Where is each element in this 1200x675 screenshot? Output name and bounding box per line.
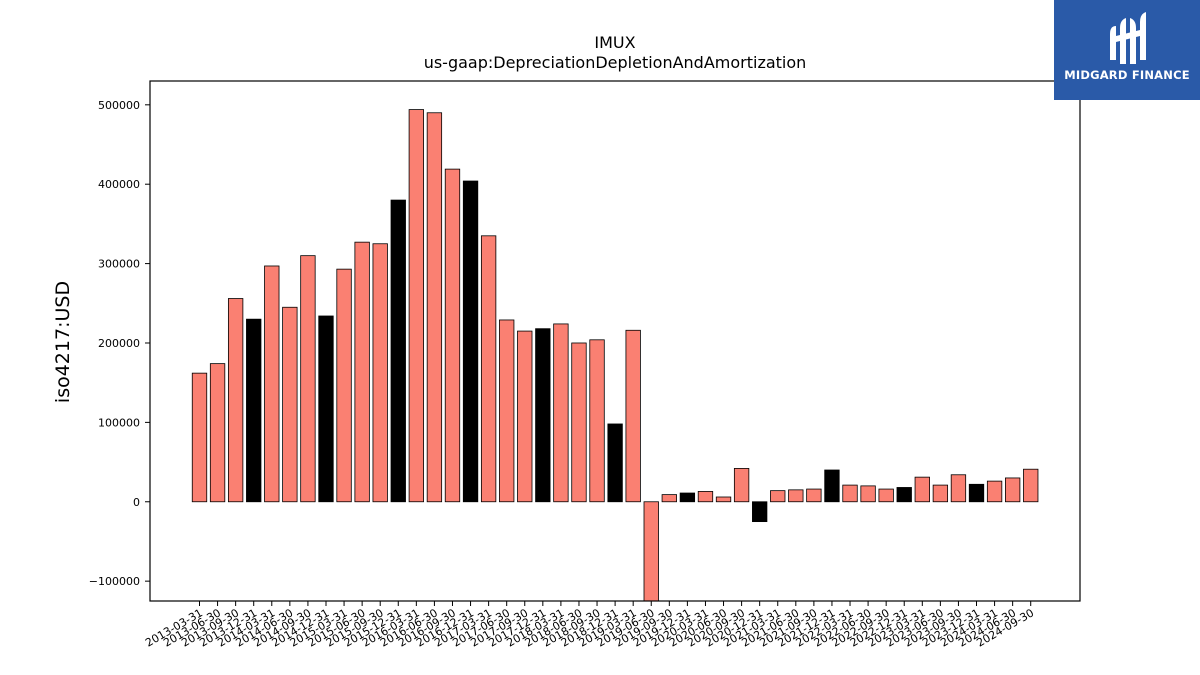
bar-2016-09-30 [444,168,461,503]
y-tick-label: 400000 [98,178,140,191]
brand-name: MIDGARD FINANCE [1064,68,1190,82]
bar-2014-09-30 [300,255,316,503]
bar-2023-06-30 [932,484,949,503]
y-axis-label: iso4217:USD [52,281,74,403]
bar-2021-12-31 [824,469,840,503]
bar-2016-03-31 [408,109,424,503]
bar-2018-12-31 [607,423,623,503]
bar-2022-12-31 [896,487,912,503]
bars-group [191,109,1039,601]
bar-2014-12-31 [318,315,334,503]
bar-2022-03-31 [842,484,858,503]
chart-title: IMUX [594,33,635,52]
bar-2017-09-30 [517,330,533,503]
midgard-logo-icon [1110,12,1146,64]
bar-2016-12-31 [462,180,479,503]
bar-2018-06-30 [571,342,587,503]
chart-subtitle: us-gaap:DepreciationDepletionAndAmortiza… [424,53,807,72]
y-tick-label: 500000 [98,99,140,112]
bar-2016-06-30 [426,112,443,503]
x-axis: 2013-03-312013-06-302013-09-302013-12-31… [143,601,1036,650]
bar-2020-06-30 [715,496,732,503]
bar-2021-03-31 [770,490,786,503]
bar-2023-12-31 [968,483,985,503]
bar-2024-09-30 [1023,468,1039,503]
bar-2013-12-31 [246,318,262,503]
bar-2020-03-31 [697,491,714,503]
bar-2021-06-30 [788,489,804,503]
bar-2018-09-30 [589,339,605,503]
y-tick-label: 0 [133,496,140,509]
bar-2015-12-31 [390,199,406,503]
midgard-logo: MIDGARD FINANCE [1054,0,1200,100]
bar-2024-03-31 [986,480,1003,503]
bar-2022-06-30 [860,485,876,503]
bar-2024-06-30 [1005,477,1021,503]
y-tick-label: −100000 [89,575,140,588]
bar-2015-06-30 [354,241,370,503]
bar-2021-09-30 [806,488,822,503]
bar-2020-09-30 [733,468,750,503]
bar-2017-12-31 [535,328,551,503]
bar-2019-06-30 [643,501,659,601]
bar-2015-09-30 [372,243,388,503]
bar-2013-03-31 [191,372,208,503]
bar-2019-09-30 [661,494,677,503]
y-tick-label: 200000 [98,337,140,350]
bar-2023-03-31 [914,476,930,503]
bar-2013-06-30 [209,363,226,503]
bar-2020-12-31 [752,501,768,523]
y-tick-label: 300000 [98,258,140,271]
bar-2017-06-30 [499,319,515,503]
bar-2019-03-31 [625,329,641,503]
plot-frame [149,80,1081,602]
bar-2017-03-31 [480,235,497,503]
bar-2015-03-31 [336,268,352,503]
bar-2018-03-31 [553,323,569,503]
bar-2023-09-30 [950,474,967,503]
bar-2022-09-30 [878,488,894,503]
bar-2019-12-31 [679,492,696,503]
y-tick-label: 100000 [98,416,140,429]
bar-2013-09-30 [227,298,244,503]
y-axis: −100000 0 100000 200000 300000 400000 500000 [89,99,150,588]
bar-2014-03-31 [264,265,280,503]
bar-2014-06-30 [282,306,298,503]
